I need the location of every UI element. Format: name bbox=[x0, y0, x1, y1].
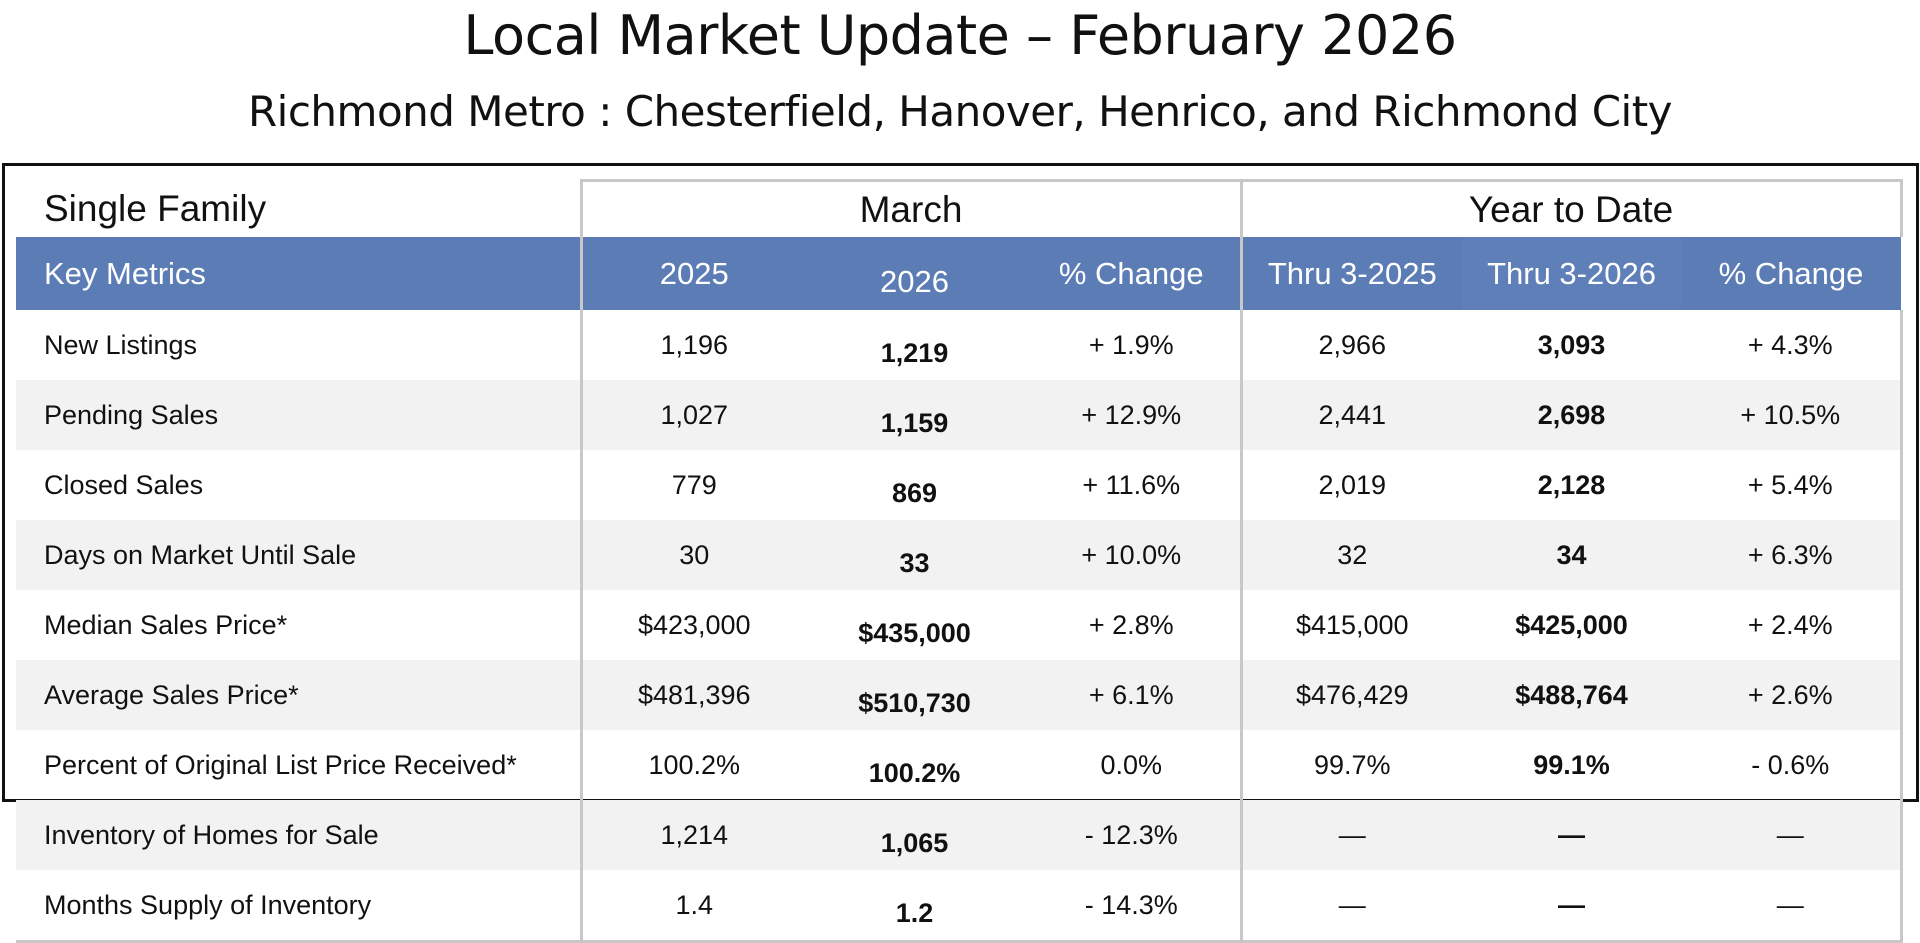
ytd-cur-value: 2,128 bbox=[1537, 469, 1606, 500]
cur-value: 1,065 bbox=[806, 800, 1023, 870]
ytd-prev-value: 2,441 bbox=[1239, 380, 1463, 450]
cur-value: 1,219 bbox=[880, 337, 949, 368]
ytd-change-value: + 2.6% bbox=[1681, 660, 1903, 730]
ytd-change-value: — bbox=[1681, 800, 1903, 870]
ytd-change-value: + 6.3% bbox=[1681, 520, 1903, 590]
metric-label: Median Sales Price* bbox=[44, 609, 288, 640]
ytd-cur-value: $425,000 bbox=[1515, 609, 1628, 640]
change-value: + 2.8% bbox=[1088, 609, 1174, 640]
header-change: % Change bbox=[1023, 237, 1242, 310]
metric-label: Days on Market Until Sale bbox=[16, 520, 581, 590]
change-value: + 10.0% bbox=[1023, 520, 1242, 590]
table-row: Pending Sales 1,027 1,159 + 12.9% 2,441 2,698… bbox=[16, 380, 1903, 450]
ytd-cur-value: — bbox=[1462, 870, 1682, 943]
metric-label: New Listings bbox=[44, 329, 198, 360]
prev-value: 30 bbox=[579, 520, 806, 590]
cur-value: 869 bbox=[891, 477, 938, 508]
table-row: Percent of Original List Price Received*… bbox=[16, 730, 1903, 800]
ytd-prev-value: 99.7% bbox=[1239, 730, 1463, 800]
ytd-cur-value: 3,093 bbox=[1537, 329, 1606, 360]
change-value: + 6.1% bbox=[1023, 660, 1242, 730]
ytd-prev-value: 2,966 bbox=[1239, 310, 1463, 380]
cur-value: 33 bbox=[806, 520, 1023, 590]
table-row: Average Sales Price* $481,396 $510,730 + 6.… bbox=[16, 660, 1903, 730]
prev-value: 1,196 bbox=[579, 310, 806, 380]
metrics-table: Single Family March Year to Date Key Met… bbox=[16, 179, 1903, 943]
ytd-prev-value: $415,000 bbox=[1239, 590, 1463, 660]
prev-value: $481,396 bbox=[579, 660, 806, 730]
change-value: + 1.9% bbox=[1088, 329, 1174, 360]
ytd-prev-value: 32 bbox=[1239, 520, 1463, 590]
ytd-prev-value: — bbox=[1239, 870, 1463, 943]
metric-label: Closed Sales bbox=[44, 469, 204, 500]
ytd-change-value: + 2.4% bbox=[1681, 590, 1903, 660]
page-title: Local Market Update – February 2026 bbox=[463, 4, 1457, 67]
metric-label: Inventory of Homes for Sale bbox=[16, 800, 581, 870]
table-row: New Listings 1,196 1,219 + 1.9% 2,966 3,093 + … bbox=[16, 310, 1903, 380]
prev-value: 779 bbox=[579, 450, 806, 520]
ytd-prev-value: — bbox=[1239, 800, 1463, 870]
header-ytd-change: % Change bbox=[1681, 237, 1902, 310]
table-row: Inventory of Homes for Sale 1,214 1,065- 1… bbox=[16, 800, 1903, 870]
column-header-row: Key Metrics 2025 2026 % Change Thru 3-20… bbox=[16, 237, 1902, 310]
prev-value: 100.2% bbox=[579, 730, 806, 800]
change-value: - 14.3% bbox=[1023, 870, 1242, 943]
ytd-cur-value: 34 bbox=[1462, 520, 1682, 590]
header-ytd-prev: Thru 3-2025 bbox=[1239, 237, 1463, 310]
table-row: Days on Market Until Sale 30 33 + 10.0% 32 34… bbox=[16, 520, 1903, 590]
ytd-prev-value: $476,429 bbox=[1239, 660, 1463, 730]
ytd-cur-value: $488,764 bbox=[1462, 660, 1682, 730]
group-header-row: Single Family March Year to Date bbox=[16, 179, 1903, 237]
ytd-change-value: - 0.6% bbox=[1681, 730, 1903, 800]
cur-value: 100.2% bbox=[868, 757, 961, 788]
ytd-cur-value: 2,698 bbox=[1462, 380, 1682, 450]
page-subtitle: Richmond Metro : Chesterfield, Hanover, … bbox=[247, 87, 1673, 136]
cur-value: 1.2 bbox=[806, 870, 1023, 943]
table-row: Median Sales Price* $423,000 $435,000 + 2.8… bbox=[16, 590, 1903, 660]
ytd-prev-value: 2,019 bbox=[1239, 450, 1463, 520]
ytd-cur-value: 99.1% bbox=[1533, 749, 1610, 780]
prev-value: 1,027 bbox=[579, 380, 806, 450]
change-value: + 12.9% bbox=[1023, 380, 1242, 450]
ytd-change-value: + 10.5% bbox=[1681, 380, 1903, 450]
header-prev-year: 2025 bbox=[579, 237, 806, 310]
change-value: + 11.6% bbox=[1082, 469, 1181, 500]
metric-label: Average Sales Price* bbox=[16, 660, 581, 730]
metric-label: Percent of Original List Price Received* bbox=[44, 749, 517, 780]
group-ytd-header: Year to Date bbox=[1239, 179, 1903, 237]
prev-value: 1,214 bbox=[579, 800, 806, 870]
metric-label: Pending Sales bbox=[16, 380, 581, 450]
ytd-cur-value: — bbox=[1462, 800, 1682, 870]
prev-value: 1.4 bbox=[579, 870, 806, 943]
cur-value: $435,000 bbox=[858, 617, 971, 648]
ytd-change-value: — bbox=[1681, 870, 1903, 943]
header-key-metrics: Key Metrics bbox=[16, 237, 581, 310]
change-value: - 12.3% bbox=[1023, 800, 1242, 870]
table-row: Closed Sales 779 869 + 11.6% 2,019 2,128 + 5.4… bbox=[16, 450, 1903, 520]
ytd-change-value: + 4.3% bbox=[1681, 310, 1903, 380]
group-month-header: March bbox=[579, 179, 1243, 237]
cur-value: $510,730 bbox=[806, 660, 1023, 730]
header-cur-year: 2026 bbox=[806, 237, 1023, 310]
header-ytd-cur: Thru 3-2026 bbox=[1462, 237, 1682, 310]
section-label: Single Family bbox=[44, 187, 267, 229]
ytd-change-value: + 5.4% bbox=[1681, 450, 1903, 520]
metric-label: Months Supply of Inventory bbox=[16, 870, 581, 943]
cur-value: 1,159 bbox=[806, 380, 1023, 450]
change-value: 0.0% bbox=[1100, 749, 1163, 780]
prev-value: $423,000 bbox=[579, 590, 806, 660]
table-row: Months Supply of Inventory 1.4 1.2- 14.3% —… bbox=[16, 870, 1903, 943]
